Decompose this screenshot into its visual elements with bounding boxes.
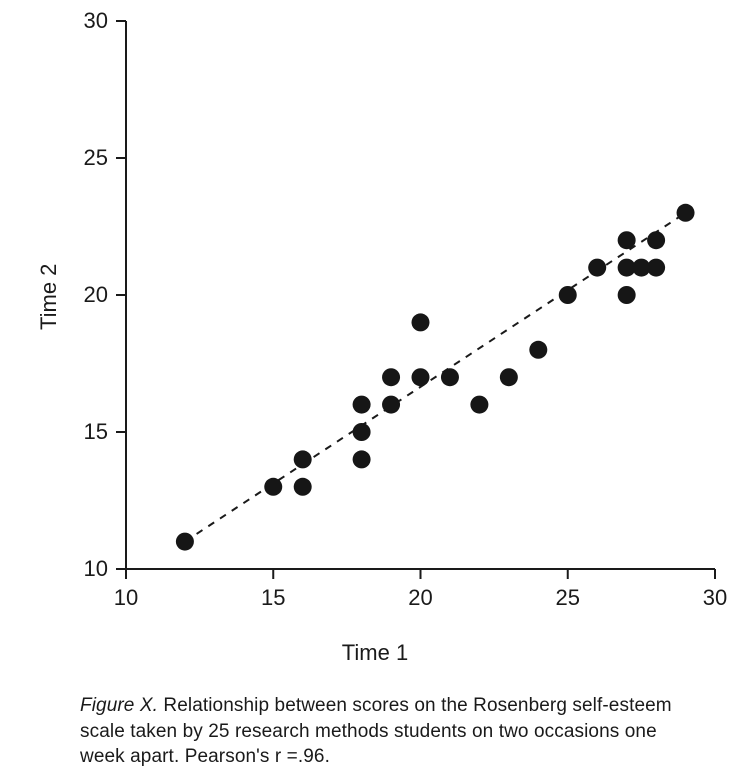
- figure-label: Figure X.: [80, 695, 158, 716]
- x-tick-label: 10: [106, 587, 146, 609]
- x-tick-label: 15: [253, 587, 293, 609]
- y-tick-label: 15: [60, 421, 108, 443]
- x-tick-label: 20: [401, 587, 441, 609]
- y-tick-label: 20: [60, 284, 108, 306]
- y-tick-label: 30: [60, 10, 108, 32]
- x-axis-title: Time 1: [0, 640, 750, 666]
- x-tick-label: 25: [548, 587, 588, 609]
- figure-container: 10 15 20 25 30 10 15 20 25 30 Time 2 Time 1 Figu…: [0, 0, 750, 783]
- x-tick-label: 30: [695, 587, 735, 609]
- caption-text: Relationship between scores on the Rosen…: [80, 695, 672, 767]
- y-tick-label: 25: [60, 147, 108, 169]
- y-axis-title: Time 2: [36, 264, 62, 330]
- y-tick-label: 10: [60, 558, 108, 580]
- scatter-plot: [0, 0, 750, 640]
- figure-caption: Figure X. Relationship between scores on…: [80, 693, 690, 770]
